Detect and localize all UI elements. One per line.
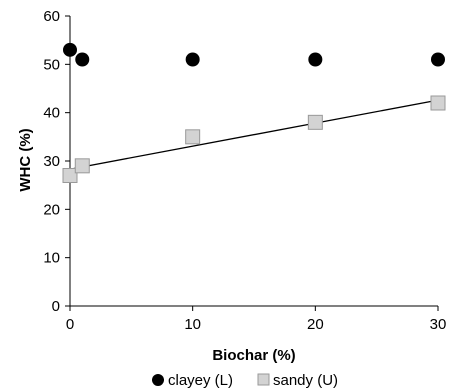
- point-clayey: [63, 42, 77, 57]
- legend: clayey (L) sandy (U): [152, 372, 338, 389]
- x-tick-label: 0: [66, 316, 74, 333]
- legend-marker-sandy: [257, 373, 270, 386]
- point-sandy: [185, 129, 201, 145]
- y-tick-label: 20: [43, 201, 60, 218]
- trendline-sandy: [69, 99, 439, 170]
- y-tick-label: 60: [43, 8, 60, 25]
- y-axis-title: WHC (%): [17, 128, 34, 191]
- y-tick-label: 10: [43, 250, 60, 267]
- axes: [65, 15, 439, 311]
- x-axis-title: Biochar (%): [212, 347, 295, 364]
- point-clayey: [185, 52, 200, 67]
- x-tick-label: 10: [184, 316, 201, 333]
- point-sandy: [74, 158, 90, 174]
- point-sandy: [430, 95, 446, 111]
- legend-marker-clayey: [152, 374, 164, 386]
- tick-labels: 0 10 20 30 40 50 60 0 10 20 30: [43, 8, 446, 333]
- x-tick-label: 20: [307, 316, 324, 333]
- legend-label-sandy: sandy (U): [273, 372, 338, 389]
- legend-label-clayey: clayey (L): [168, 372, 233, 389]
- y-tick-label: 30: [43, 153, 60, 170]
- y-tick-label: 0: [52, 298, 60, 315]
- data-points: [62, 42, 446, 183]
- y-tick-label: 50: [43, 56, 60, 73]
- point-clayey: [75, 52, 90, 67]
- trendline-layer: [69, 99, 439, 170]
- point-sandy: [307, 114, 323, 130]
- x-tick-label: 30: [430, 316, 447, 333]
- y-tick-label: 40: [43, 105, 60, 122]
- point-clayey: [308, 52, 323, 67]
- point-sandy: [62, 168, 78, 183]
- point-clayey: [431, 52, 445, 67]
